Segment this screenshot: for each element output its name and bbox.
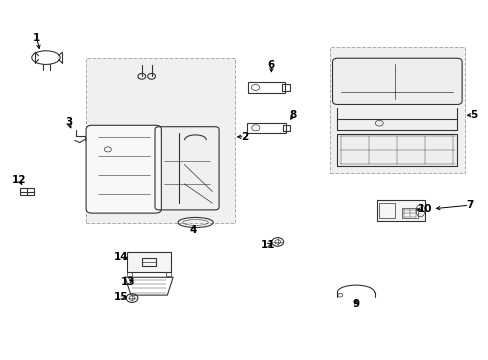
Text: 5: 5	[469, 110, 476, 120]
Text: 13: 13	[121, 276, 135, 287]
Bar	[283, 125, 290, 131]
Text: 4: 4	[189, 225, 197, 235]
Text: 9: 9	[352, 299, 359, 309]
Bar	[378, 203, 394, 218]
Text: 8: 8	[289, 110, 296, 120]
Text: 12: 12	[12, 175, 27, 185]
FancyBboxPatch shape	[332, 58, 461, 104]
Bar	[20, 188, 34, 195]
Bar	[127, 272, 132, 276]
Bar	[142, 258, 156, 266]
Bar	[282, 84, 289, 91]
Bar	[166, 272, 171, 276]
FancyBboxPatch shape	[86, 125, 161, 213]
Text: 6: 6	[267, 60, 274, 70]
Bar	[329, 47, 464, 173]
Text: 1: 1	[33, 33, 40, 43]
Text: 11: 11	[260, 240, 275, 250]
Text: 7: 7	[465, 200, 472, 210]
Bar	[85, 58, 234, 223]
Text: 2: 2	[241, 132, 247, 142]
Text: 3: 3	[65, 117, 72, 127]
Bar	[247, 123, 285, 133]
Bar	[127, 252, 171, 272]
Bar	[401, 208, 417, 218]
Text: 10: 10	[417, 204, 432, 214]
Bar	[376, 200, 425, 221]
Bar	[248, 82, 284, 93]
Text: 15: 15	[114, 292, 128, 302]
Bar	[337, 134, 456, 166]
Text: 14: 14	[114, 252, 128, 262]
